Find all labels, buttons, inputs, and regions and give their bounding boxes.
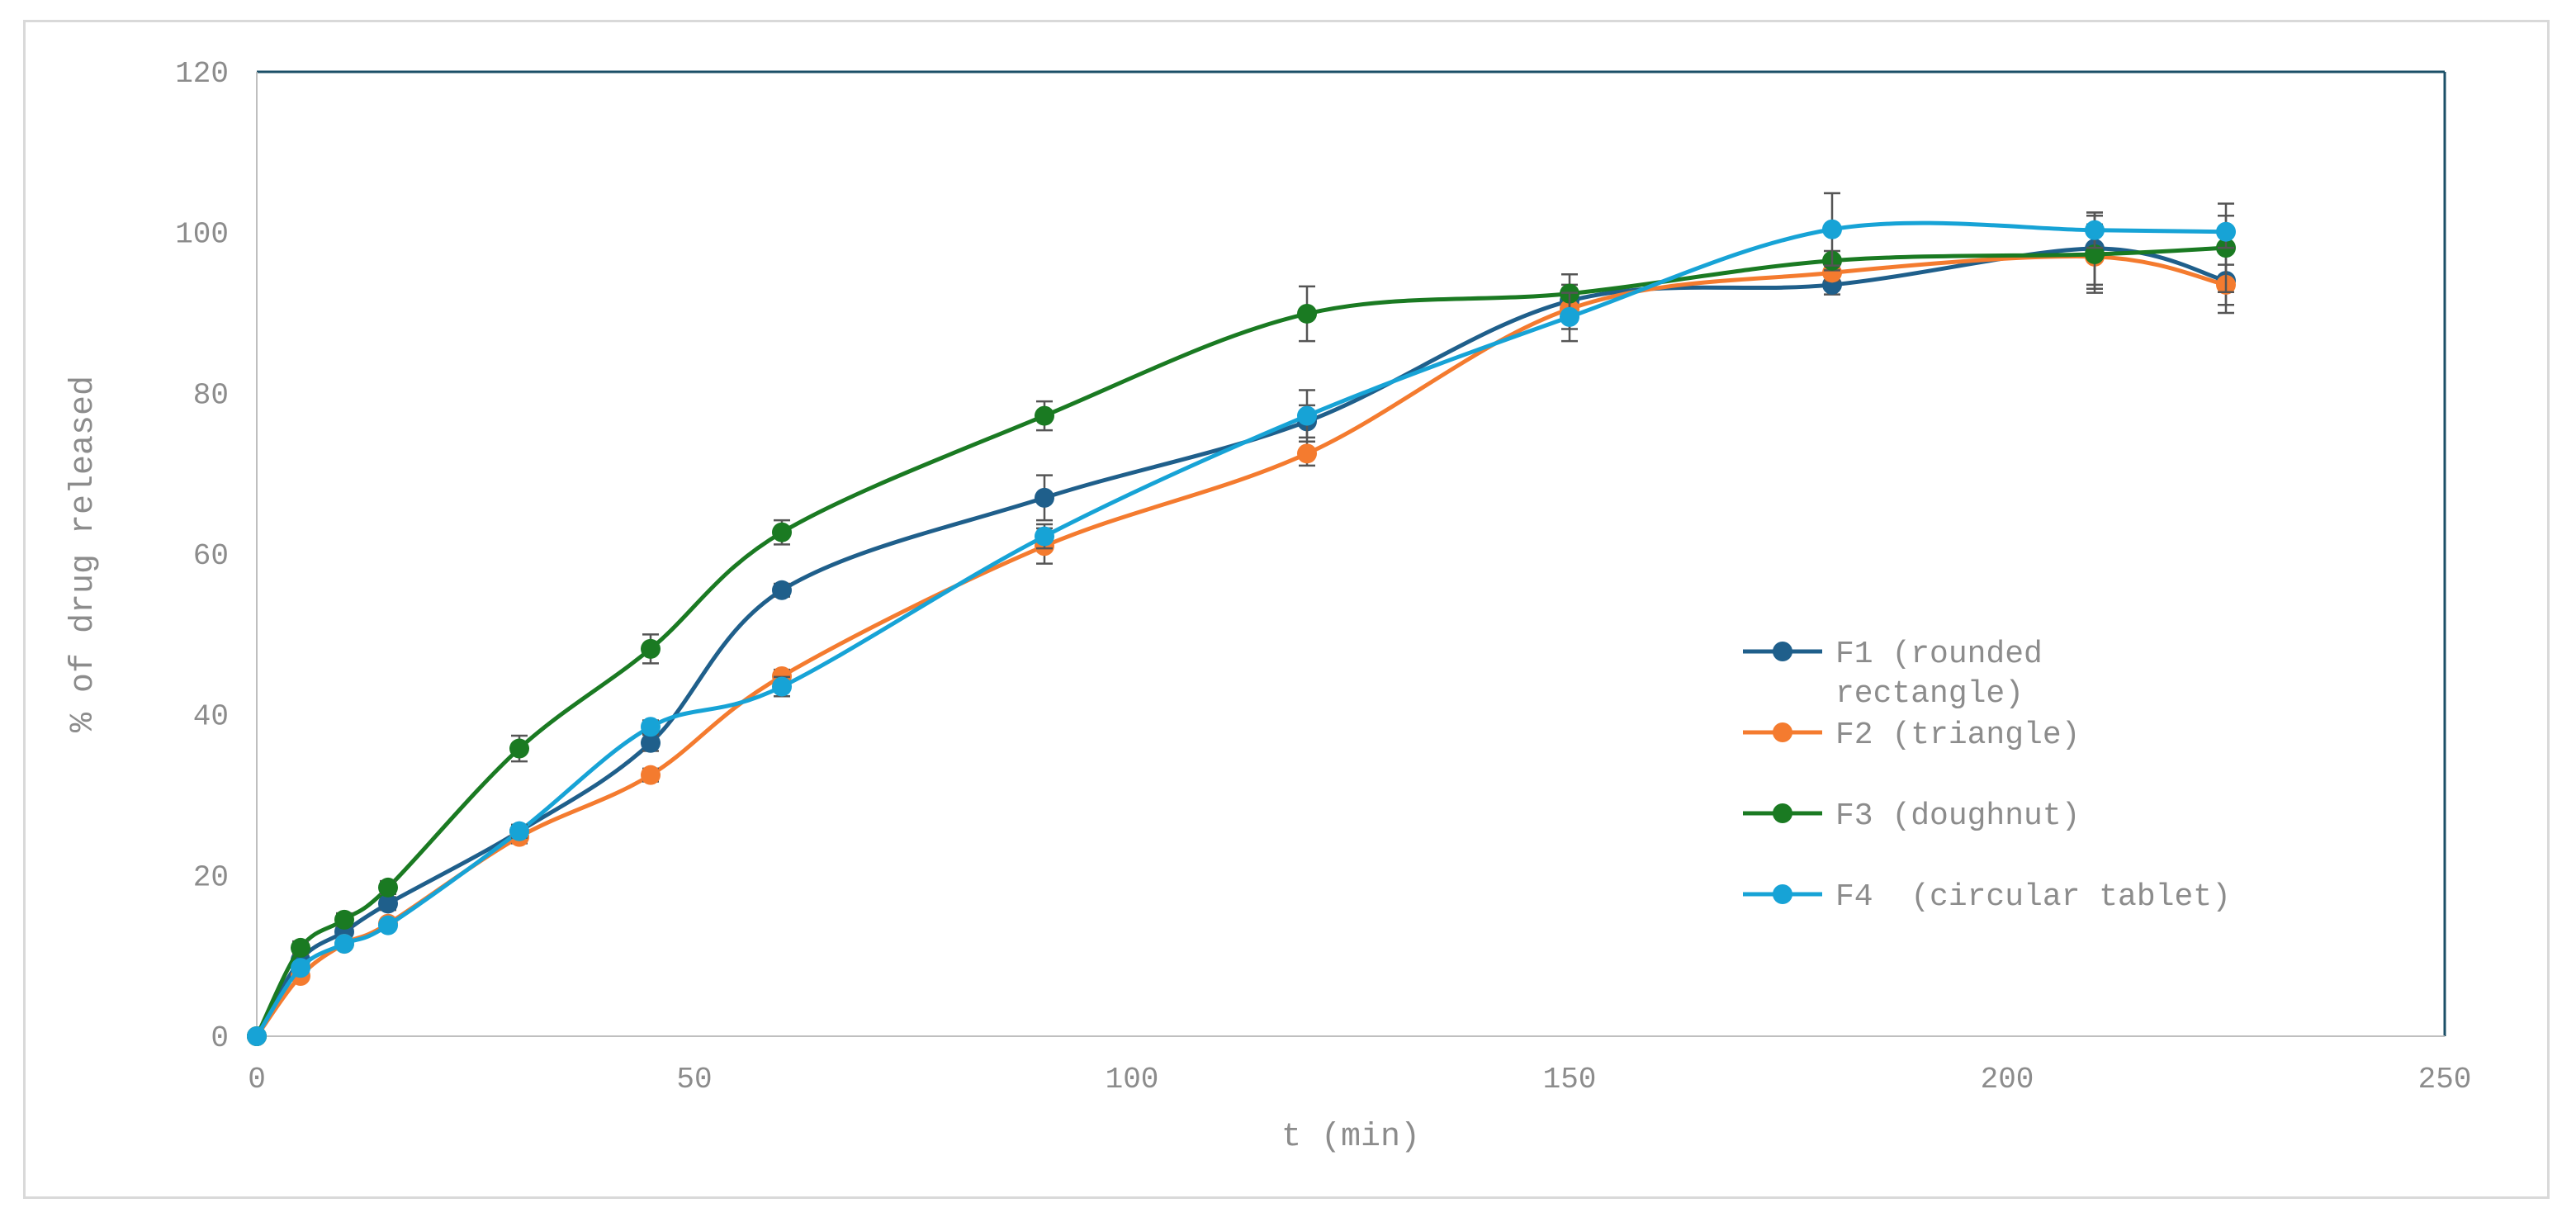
- data-point: [509, 738, 529, 759]
- plot-area: [256, 70, 2446, 1037]
- legend-label: F1 (rounded rectangle): [1835, 637, 2043, 712]
- y-tick-label: 60: [193, 539, 229, 573]
- y-axis-tick-labels: 0 20 40 60 80 100 120: [175, 57, 229, 1055]
- data-point: [247, 1026, 267, 1046]
- legend-label-line: F2 (triangle): [1835, 718, 2080, 753]
- data-point: [1035, 487, 1054, 508]
- legend-label: F2 (triangle): [1835, 718, 2080, 753]
- series-2: [247, 223, 2236, 1046]
- data-point: [641, 717, 661, 737]
- data-point: [334, 909, 354, 930]
- data-point: [1560, 306, 1579, 327]
- x-tick-label: 150: [1543, 1063, 1597, 1096]
- x-axis-tick-labels: 0 50 100 150 200 250: [248, 1063, 2471, 1096]
- data-point: [1297, 443, 1317, 464]
- data-point: [2085, 220, 2105, 240]
- legend-item: F2 (triangle): [1743, 718, 2080, 753]
- legend-item: F3 (doughnut): [1743, 798, 2080, 834]
- x-tick-label: 0: [248, 1063, 266, 1096]
- x-tick-label: 250: [2418, 1063, 2472, 1096]
- legend-label-line: rectangle): [1835, 676, 2024, 712]
- legend-label: F3 (doughnut): [1835, 798, 2080, 834]
- data-point: [291, 937, 310, 958]
- data-point: [378, 915, 398, 935]
- y-tick-label: 0: [211, 1021, 229, 1055]
- series-layer: [247, 192, 2236, 1046]
- legend-swatch-marker: [1773, 803, 1792, 823]
- legend-item: F1 (rounded rectangle): [1743, 637, 2043, 712]
- data-point: [378, 893, 398, 914]
- y-tick-label: 100: [175, 218, 229, 252]
- data-point: [1822, 219, 1842, 239]
- series-3: [247, 202, 2236, 1046]
- legend-item: F4 (circular tablet): [1743, 879, 2231, 915]
- y-tick-label: 40: [193, 700, 229, 734]
- data-point: [1035, 405, 1054, 426]
- data-point: [641, 638, 661, 659]
- y-tick-label: 80: [193, 378, 229, 412]
- y-tick-label: 20: [193, 860, 229, 894]
- data-point: [1297, 303, 1317, 324]
- x-tick-label: 200: [1981, 1063, 2034, 1096]
- legend-label-line: F3 (doughnut): [1835, 798, 2080, 834]
- series-1: [247, 211, 2236, 1046]
- data-point: [1297, 405, 1317, 426]
- x-tick-label: 50: [676, 1063, 712, 1096]
- series-4: [247, 192, 2236, 1046]
- x-axis-title: t (min): [1281, 1119, 1420, 1156]
- y-axis-title: % of drug released: [65, 376, 102, 732]
- data-point: [772, 522, 792, 542]
- data-point: [334, 934, 354, 954]
- data-point: [2085, 244, 2105, 264]
- data-point: [641, 732, 661, 753]
- legend-label-line: F1 (rounded: [1835, 637, 2043, 672]
- y-tick-label: 120: [175, 57, 229, 91]
- legend: F1 (rounded rectangle) F2 (triangle) F3 (do…: [1743, 637, 2231, 915]
- data-point: [2216, 221, 2236, 242]
- data-point: [772, 676, 792, 697]
- data-point: [291, 958, 310, 978]
- data-point: [641, 765, 661, 785]
- legend-label: F4 (circular tablet): [1835, 879, 2231, 915]
- legend-label-line: F4 (circular tablet): [1835, 879, 2231, 915]
- legend-swatch-marker: [1773, 642, 1792, 661]
- x-tick-label: 100: [1106, 1063, 1159, 1096]
- data-point: [772, 580, 792, 600]
- data-point: [1035, 526, 1054, 547]
- legend-swatch-marker: [1773, 884, 1792, 904]
- data-point: [509, 821, 529, 841]
- legend-swatch-marker: [1773, 722, 1792, 742]
- chart-frame: 0 20 40 60 80 100 120 0 50 100 150 200 250 t (min) …: [23, 20, 2550, 1199]
- data-point: [378, 877, 398, 898]
